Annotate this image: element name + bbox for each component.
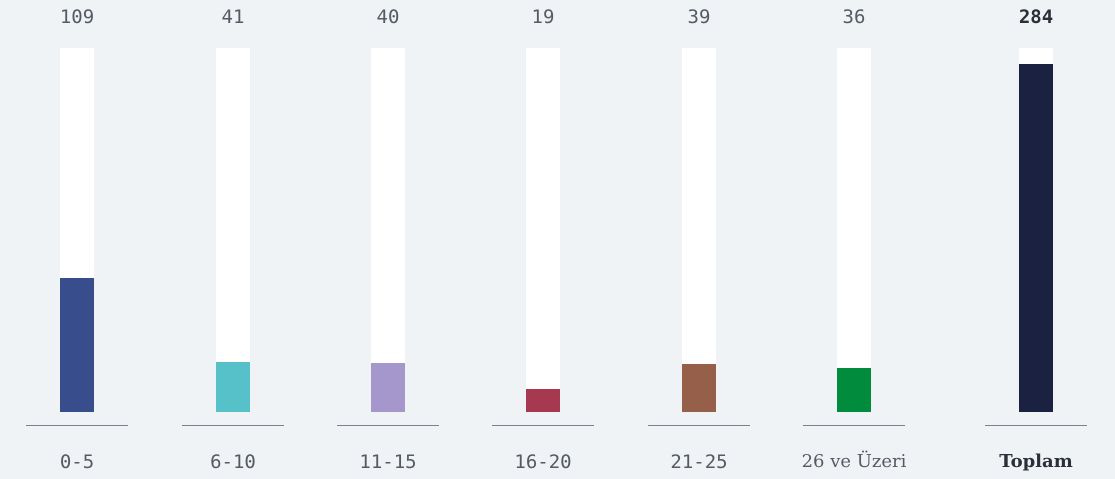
bar-0 <box>60 278 94 412</box>
bar-track-3 <box>526 48 560 412</box>
bar-2 <box>371 362 405 412</box>
bar-track-4 <box>682 48 716 412</box>
axis-line-4 <box>648 425 750 426</box>
axis-line-0 <box>26 425 128 426</box>
category-label-5: 26 ve Üzeri <box>801 451 907 472</box>
category-label-3: 16-20 <box>514 451 572 473</box>
value-label-4: 39 <box>687 6 711 28</box>
axis-line-2 <box>337 425 439 426</box>
category-label-2: 11-15 <box>359 451 417 473</box>
category-label-0: 0-5 <box>59 451 95 473</box>
bar-4 <box>682 364 716 412</box>
value-label-0: 109 <box>59 6 95 28</box>
bar-track-5 <box>837 48 871 412</box>
category-label-1: 6-10 <box>210 451 256 473</box>
axis-line-5 <box>803 425 905 426</box>
bar-track-1 <box>216 48 250 412</box>
axis-line-6 <box>985 425 1087 426</box>
category-label-6: Toplam <box>999 451 1073 472</box>
bar-1 <box>216 361 250 412</box>
value-label-1: 41 <box>221 6 245 28</box>
bar-5 <box>837 367 871 412</box>
value-label-3: 19 <box>531 6 555 28</box>
value-label-6: 284 <box>1018 6 1054 28</box>
bar-6 <box>1019 64 1053 412</box>
bar-3 <box>526 388 560 412</box>
axis-line-3 <box>492 425 594 426</box>
category-label-4: 21-25 <box>670 451 728 473</box>
axis-line-1 <box>182 425 284 426</box>
bar-track-2 <box>371 48 405 412</box>
value-label-5: 36 <box>842 6 866 28</box>
value-label-2: 40 <box>376 6 400 28</box>
